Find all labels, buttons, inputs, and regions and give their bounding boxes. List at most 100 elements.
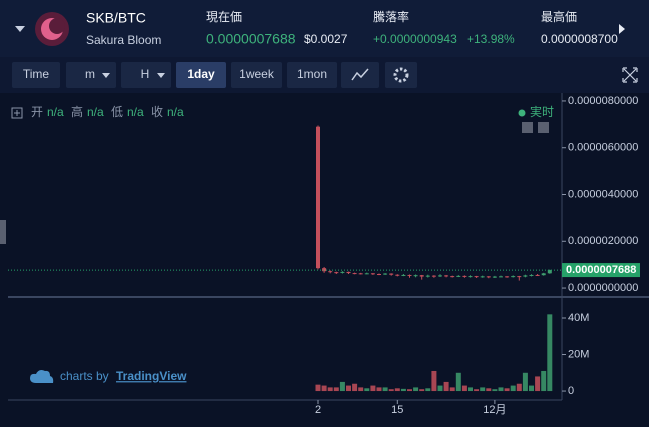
y-tick-label: 0.0000000000 (568, 282, 638, 294)
volume-bar (376, 387, 382, 392)
price-label: 0.0000007688 (566, 264, 636, 276)
scroll-down-button[interactable] (522, 122, 533, 133)
stat-value: 0.0000008700 (541, 32, 618, 46)
toolbar-button[interactable] (231, 62, 282, 88)
candle-body (492, 276, 497, 278)
legend-toggle[interactable] (11, 107, 23, 119)
settings-button[interactable] (385, 62, 417, 88)
volume-bar (431, 370, 437, 392)
volume-bar (498, 387, 504, 392)
volume-bar (468, 387, 473, 392)
candle-body (431, 275, 436, 277)
candle-body (480, 276, 485, 278)
candle-body (499, 276, 503, 278)
tv-logo (30, 370, 54, 383)
fullscreen-icon[interactable] (622, 67, 638, 83)
watermark-brand[interactable]: TradingView (116, 369, 187, 383)
toolbar-button[interactable] (176, 62, 226, 88)
toolbar-button[interactable] (287, 62, 337, 88)
candle-body (395, 274, 400, 276)
dropdown-arrow[interactable] (15, 26, 25, 32)
candle-body (346, 271, 351, 274)
volume-bar (339, 381, 345, 392)
volume-bar (370, 385, 376, 392)
candle-body (456, 275, 461, 277)
toolbar-label: 1week (239, 67, 275, 81)
candle-body (450, 276, 455, 278)
legend-plus (14, 110, 20, 116)
volume-bar (437, 385, 443, 392)
toolbar-label: H (141, 67, 150, 81)
scroll-arrow[interactable] (619, 24, 625, 34)
volume-bar (541, 370, 547, 392)
coin-name: Sakura Bloom (86, 33, 161, 47)
volume-bar (461, 385, 467, 392)
stat-sub: $0.0027 (304, 32, 348, 46)
toolbar-button[interactable] (121, 62, 171, 88)
symbol: SKB/BTC (86, 10, 146, 26)
volume-bar (413, 387, 419, 392)
volume-bar (315, 384, 321, 392)
candle-body (468, 276, 473, 278)
legend-key: 收 (151, 105, 163, 119)
candle-body (511, 276, 516, 278)
y-tick-label: 0.0000060000 (568, 142, 638, 154)
toolbar-button[interactable] (66, 62, 116, 88)
candle-body (364, 273, 369, 275)
volume-bar (346, 385, 351, 392)
volume-bar (455, 372, 461, 392)
candle-body (340, 271, 345, 273)
x-tick-label: 12月 (483, 404, 506, 416)
volume-bar (400, 388, 406, 392)
candle-body (444, 275, 449, 277)
toolbar-label: m (85, 67, 95, 81)
y-tick-label: 0.0000080000 (568, 95, 638, 107)
toolbar-button[interactable] (12, 62, 60, 88)
legend-key: 低 (111, 105, 123, 119)
legend-value: n/a (47, 105, 64, 119)
volume-bar (474, 389, 480, 392)
volume-bar (358, 387, 364, 392)
volume-tick-label: 40M (568, 312, 589, 324)
volume-bar (333, 387, 339, 392)
toolbar-buttons: Time m H 1day 1week 1mon (12, 62, 337, 88)
volume-bar (535, 376, 541, 392)
volume-bar (492, 389, 498, 392)
volume-bar (547, 314, 553, 392)
volume-bar (516, 383, 522, 392)
candle-body (474, 276, 479, 278)
candle-body (328, 271, 333, 273)
volume-bar (382, 387, 388, 392)
volume-bar (522, 372, 528, 392)
volume-bar (529, 385, 534, 392)
dropdown-arrow (102, 73, 110, 78)
candle-body (322, 268, 327, 272)
volume-bar (510, 385, 516, 392)
candle-body (370, 273, 375, 275)
status: 実时 (530, 104, 554, 119)
legend: 开 n/a 高 n/a 低 n/a 收 n/a (31, 104, 184, 119)
status-dot (518, 109, 526, 117)
volume-bar (486, 388, 492, 392)
volume-tick-label: 20M (568, 348, 589, 360)
candle-body (419, 275, 424, 277)
header-bar (0, 0, 649, 57)
logo-cut (49, 18, 65, 34)
candle-body (535, 274, 540, 276)
candle-body (383, 273, 388, 275)
y-tick-label: 0.0000020000 (568, 235, 638, 247)
x-tick-label: 2 (315, 404, 321, 416)
legend-key: 高 (71, 104, 83, 119)
candle-body (462, 275, 467, 277)
volume-bar (407, 389, 412, 392)
scroll-up-button[interactable] (538, 122, 549, 133)
side-tab[interactable] (0, 220, 6, 244)
legend-key: 开 (31, 105, 43, 119)
volume-bar (443, 381, 449, 392)
dropdown-arrow (157, 73, 165, 78)
volume-bar (388, 389, 394, 392)
candle-body (377, 274, 381, 276)
candle-body (358, 273, 363, 275)
legend-value: n/a (167, 105, 184, 119)
